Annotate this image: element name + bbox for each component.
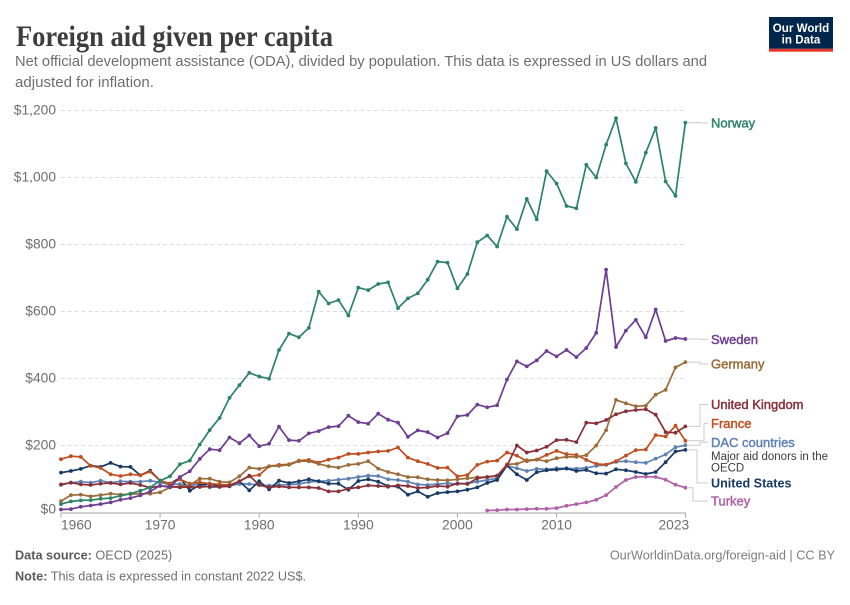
svg-text:DAC countries: DAC countries [711,435,795,450]
svg-text:2000: 2000 [442,518,473,533]
svg-text:Data source: OECD (2025): Data source: OECD (2025) [15,549,172,563]
svg-text:1990: 1990 [343,518,374,533]
svg-text:Sweden: Sweden [711,332,758,347]
svg-text:in Data: in Data [782,34,821,47]
svg-text:Foreign aid given per capita: Foreign aid given per capita [16,20,333,53]
svg-text:2010: 2010 [541,518,572,533]
svg-text:$1,000: $1,000 [14,169,57,184]
svg-text:1980: 1980 [244,518,275,533]
svg-text:Turkey: Turkey [711,494,751,509]
svg-text:$0: $0 [41,501,57,516]
svg-text:$800: $800 [25,236,56,251]
svg-text:adjusted for inflation.: adjusted for inflation. [15,75,154,91]
svg-text:United States: United States [711,476,791,490]
svg-text:Note: This data is expressed i: Note: This data is expressed in constant… [15,570,306,584]
svg-text:1970: 1970 [145,518,176,533]
svg-text:$600: $600 [25,303,56,318]
svg-text:OurWorldinData.org/foreign-aid: OurWorldinData.org/foreign-aid | CC BY [610,549,836,563]
svg-text:$400: $400 [25,370,56,385]
svg-text:Our World: Our World [773,22,829,35]
svg-text:United Kingdom: United Kingdom [711,397,804,412]
svg-text:OECD: OECD [711,462,744,474]
svg-text:$1,200: $1,200 [14,102,57,117]
svg-text:2023: 2023 [658,518,689,533]
svg-text:$200: $200 [25,437,56,452]
svg-text:Major aid donors in the: Major aid donors in the [711,451,828,463]
svg-text:Germany: Germany [711,356,765,371]
svg-text:France: France [711,416,751,431]
svg-text:1960: 1960 [61,518,92,533]
svg-text:Norway: Norway [711,116,756,131]
svg-text:Net official development assis: Net official development assistance (ODA… [15,54,707,70]
